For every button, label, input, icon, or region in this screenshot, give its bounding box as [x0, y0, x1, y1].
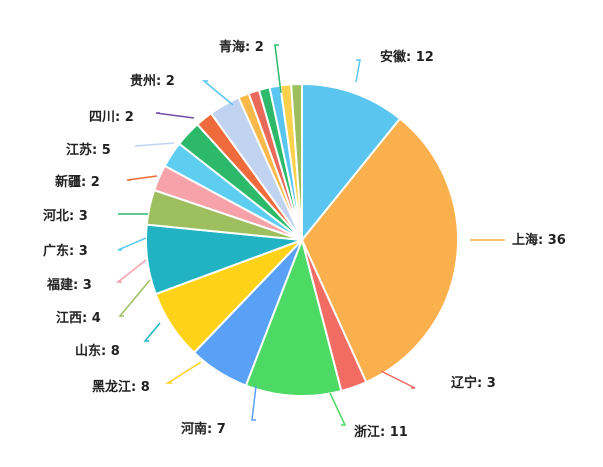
slice-label-4: 浙江: 11 — [354, 424, 408, 440]
leader-line-16 — [274, 44, 282, 94]
leader-line-6 — [165, 361, 202, 384]
slice-label-8: 江西: 4 — [56, 310, 101, 326]
pie-sliver — [290, 82, 303, 241]
leader-line-8 — [118, 279, 151, 317]
leader-line-15 — [201, 80, 234, 106]
slice-label-11: 河北: 3 — [43, 208, 88, 224]
slice-labels: 安徽: 12 上海: 36 辽宁: 3 浙江: 11 河南: 7 黑龙江: 8 山东: 8 江… — [43, 39, 566, 440]
leader-line-13 — [134, 142, 175, 147]
slice-label-13: 江苏: 5 — [66, 142, 111, 158]
leader-lines — [115, 44, 505, 426]
pie-slice-2 — [300, 117, 459, 384]
slice-label-16: 青海: 2 — [219, 39, 264, 55]
leader-line-14 — [155, 112, 195, 119]
leader-line-9 — [115, 259, 147, 283]
pie-slice-1 — [301, 82, 402, 243]
slice-label-3: 辽宁: 3 — [451, 375, 496, 391]
leader-line-1 — [355, 59, 361, 83]
pie-sectors — [145, 82, 459, 397]
slice-label-12: 新疆: 2 — [55, 174, 100, 190]
slice-label-5: 河南: 7 — [181, 421, 226, 437]
pie-slice-4 — [244, 236, 343, 397]
pie-thin-slivers — [237, 82, 303, 241]
leader-line-4 — [329, 392, 347, 426]
slice-label-7: 山东: 8 — [75, 343, 120, 359]
leader-line-5 — [251, 385, 257, 421]
leader-line-7 — [143, 322, 161, 342]
slice-label-6: 黑龙江: 8 — [92, 379, 150, 395]
leader-line-3 — [380, 370, 416, 389]
slice-label-9: 福建: 3 — [46, 277, 92, 293]
leader-line-12 — [126, 175, 158, 181]
slice-label-1: 安徽: 12 — [380, 49, 434, 65]
slice-label-10: 广东: 3 — [43, 243, 88, 259]
slice-label-15: 贵州: 2 — [130, 73, 175, 89]
leader-line-10 — [117, 237, 147, 251]
slice-label-14: 四川: 2 — [89, 110, 134, 125]
slice-label-2: 上海: 36 — [512, 232, 566, 248]
